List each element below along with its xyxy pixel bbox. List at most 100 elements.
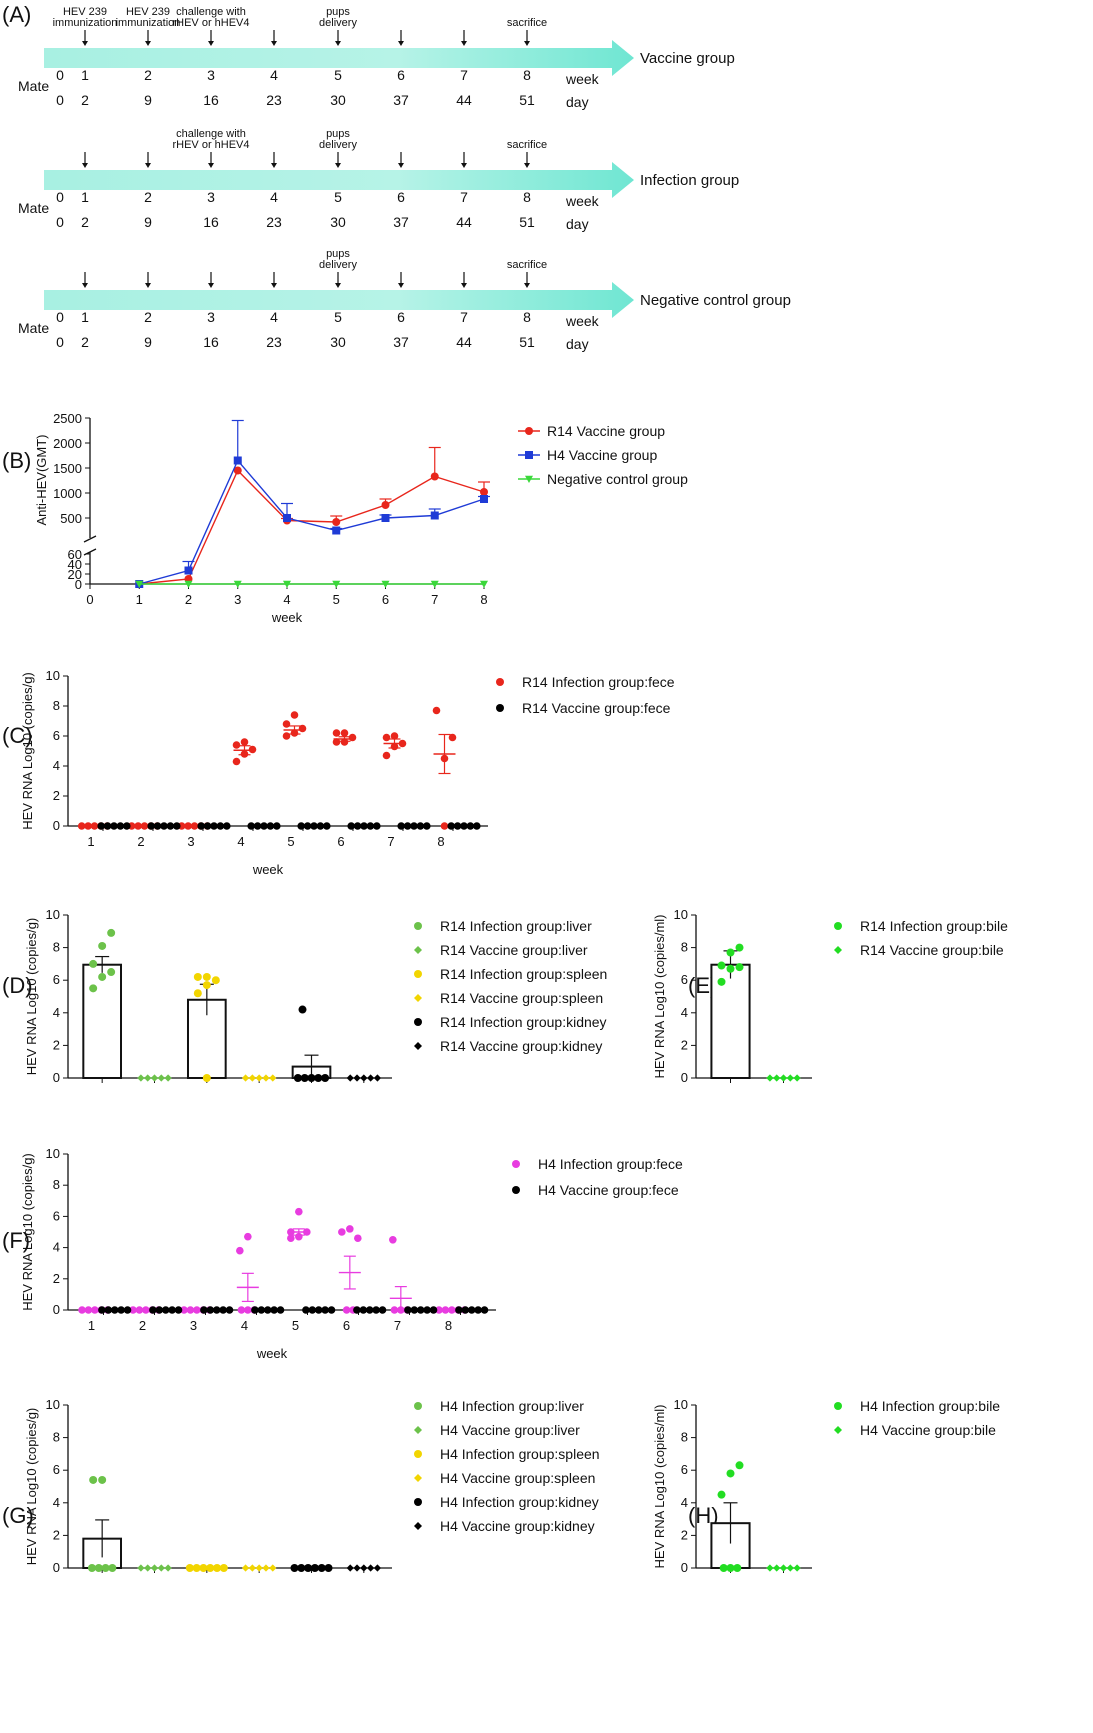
- y-tick-label: 6: [53, 728, 60, 743]
- data-point: [173, 822, 181, 830]
- data-point: [338, 1228, 346, 1236]
- x-tick-label: 2: [185, 592, 192, 607]
- data-point: [390, 1306, 399, 1314]
- timepoint-arrowhead: [145, 163, 151, 168]
- week-number: 1: [81, 309, 89, 325]
- day-number: 51: [519, 92, 535, 108]
- data-point: [332, 729, 341, 737]
- data-point: [300, 1074, 309, 1082]
- data-point: [236, 1246, 244, 1255]
- legend-marker: [834, 922, 842, 930]
- bar: [82, 963, 123, 1080]
- data-point: [461, 1306, 470, 1314]
- group-name: Vaccine group: [640, 50, 735, 67]
- data-point: [295, 1207, 303, 1216]
- timeline-arrow: [44, 282, 634, 318]
- x-tick-label: 1: [88, 1318, 95, 1333]
- week-number: 2: [144, 189, 152, 205]
- day-number: 51: [519, 334, 535, 350]
- x-tick-label: 3: [234, 592, 241, 607]
- day-number: 44: [456, 92, 472, 108]
- legend-label: H4 Vaccine group:kidney: [440, 1518, 595, 1534]
- legend-marker: [414, 1498, 422, 1506]
- data-point: [390, 732, 399, 740]
- data-point: [211, 976, 220, 985]
- data-point: [353, 1564, 361, 1572]
- data-point: [251, 1306, 259, 1314]
- y-tick-label: 4: [681, 1005, 688, 1020]
- data-point: [241, 1074, 250, 1082]
- data-point: [166, 822, 175, 830]
- data-point: [184, 822, 192, 830]
- x-tick-label: 5: [287, 834, 294, 849]
- timepoint-arrowhead: [208, 41, 214, 46]
- data-point: [303, 822, 312, 830]
- data-point: [480, 488, 488, 496]
- y-tick-label: 8: [53, 698, 60, 713]
- day-number: 0: [56, 334, 64, 350]
- data-point: [282, 732, 291, 740]
- legend-marker: [512, 1186, 520, 1194]
- y-tick-label: 2: [53, 1271, 60, 1286]
- panel-e-r14-bile-chart: 0 2 4 6 8 10 HEV RNA Log10 (copies/ml) R14 Infe…: [652, 907, 1008, 1085]
- data-point: [735, 943, 744, 952]
- data-point: [717, 1490, 726, 1499]
- legend-marker: [525, 451, 533, 459]
- y-axis-title: HEV RNA Log10 (copies/ml): [652, 1404, 667, 1568]
- week-number: 5: [334, 189, 342, 205]
- day-number: 16: [203, 334, 219, 350]
- data-point: [726, 1564, 735, 1572]
- data-point: [480, 495, 488, 503]
- data-point: [733, 1564, 742, 1572]
- y-tick-label: 20: [68, 567, 82, 582]
- week-number: 8: [523, 309, 531, 325]
- timepoint-arrowhead: [82, 41, 88, 46]
- legend-label: R14 Vaccine group:bile: [860, 942, 1004, 958]
- y-tick-label: 4: [681, 1495, 688, 1510]
- data-point: [137, 1074, 145, 1082]
- day-number: 23: [266, 334, 282, 350]
- timepoint-arrowhead: [82, 283, 88, 288]
- week-number: 1: [81, 189, 89, 205]
- y-tick-label: 2: [681, 1527, 688, 1542]
- data-point: [260, 822, 268, 830]
- data-point: [314, 1074, 323, 1082]
- data-point: [104, 1306, 113, 1314]
- day-number: 16: [203, 92, 219, 108]
- data-point: [193, 989, 202, 998]
- data-point: [410, 1306, 419, 1314]
- data-point: [416, 822, 425, 830]
- timepoint-arrowhead: [524, 41, 530, 46]
- data-point: [290, 1564, 299, 1572]
- data-point: [262, 1564, 270, 1572]
- week-label: week: [565, 193, 600, 209]
- data-point: [321, 1074, 330, 1082]
- x-tick-label: 7: [387, 834, 394, 849]
- data-point: [247, 822, 255, 830]
- data-point: [110, 1306, 119, 1314]
- data-point: [410, 822, 418, 830]
- data-point: [269, 1564, 277, 1572]
- data-point: [382, 733, 391, 742]
- timepoint-arrowhead: [335, 283, 341, 288]
- y-tick-label: 4: [53, 758, 60, 773]
- data-point: [353, 1306, 361, 1314]
- y-tick-label: 0: [53, 818, 60, 833]
- y-tick-label: 6: [53, 1208, 60, 1223]
- data-point: [283, 580, 291, 588]
- data-point: [389, 1236, 397, 1244]
- x-tick-label: 6: [343, 1318, 350, 1333]
- y-tick-label: 10: [674, 907, 688, 922]
- data-point: [276, 1306, 285, 1314]
- data-point: [432, 706, 441, 715]
- legend-label: H4 Infection group:spleen: [440, 1446, 600, 1462]
- data-point: [180, 1306, 188, 1314]
- panel-h-h4-bile-chart: 0 2 4 6 8 10 HEV RNA Log10 (copies/ml) H4 Infec…: [652, 1397, 1000, 1575]
- data-point: [241, 1564, 250, 1572]
- data-point: [203, 822, 212, 830]
- week-label: week: [565, 71, 600, 87]
- week-number: 8: [523, 189, 531, 205]
- data-point: [87, 1564, 96, 1572]
